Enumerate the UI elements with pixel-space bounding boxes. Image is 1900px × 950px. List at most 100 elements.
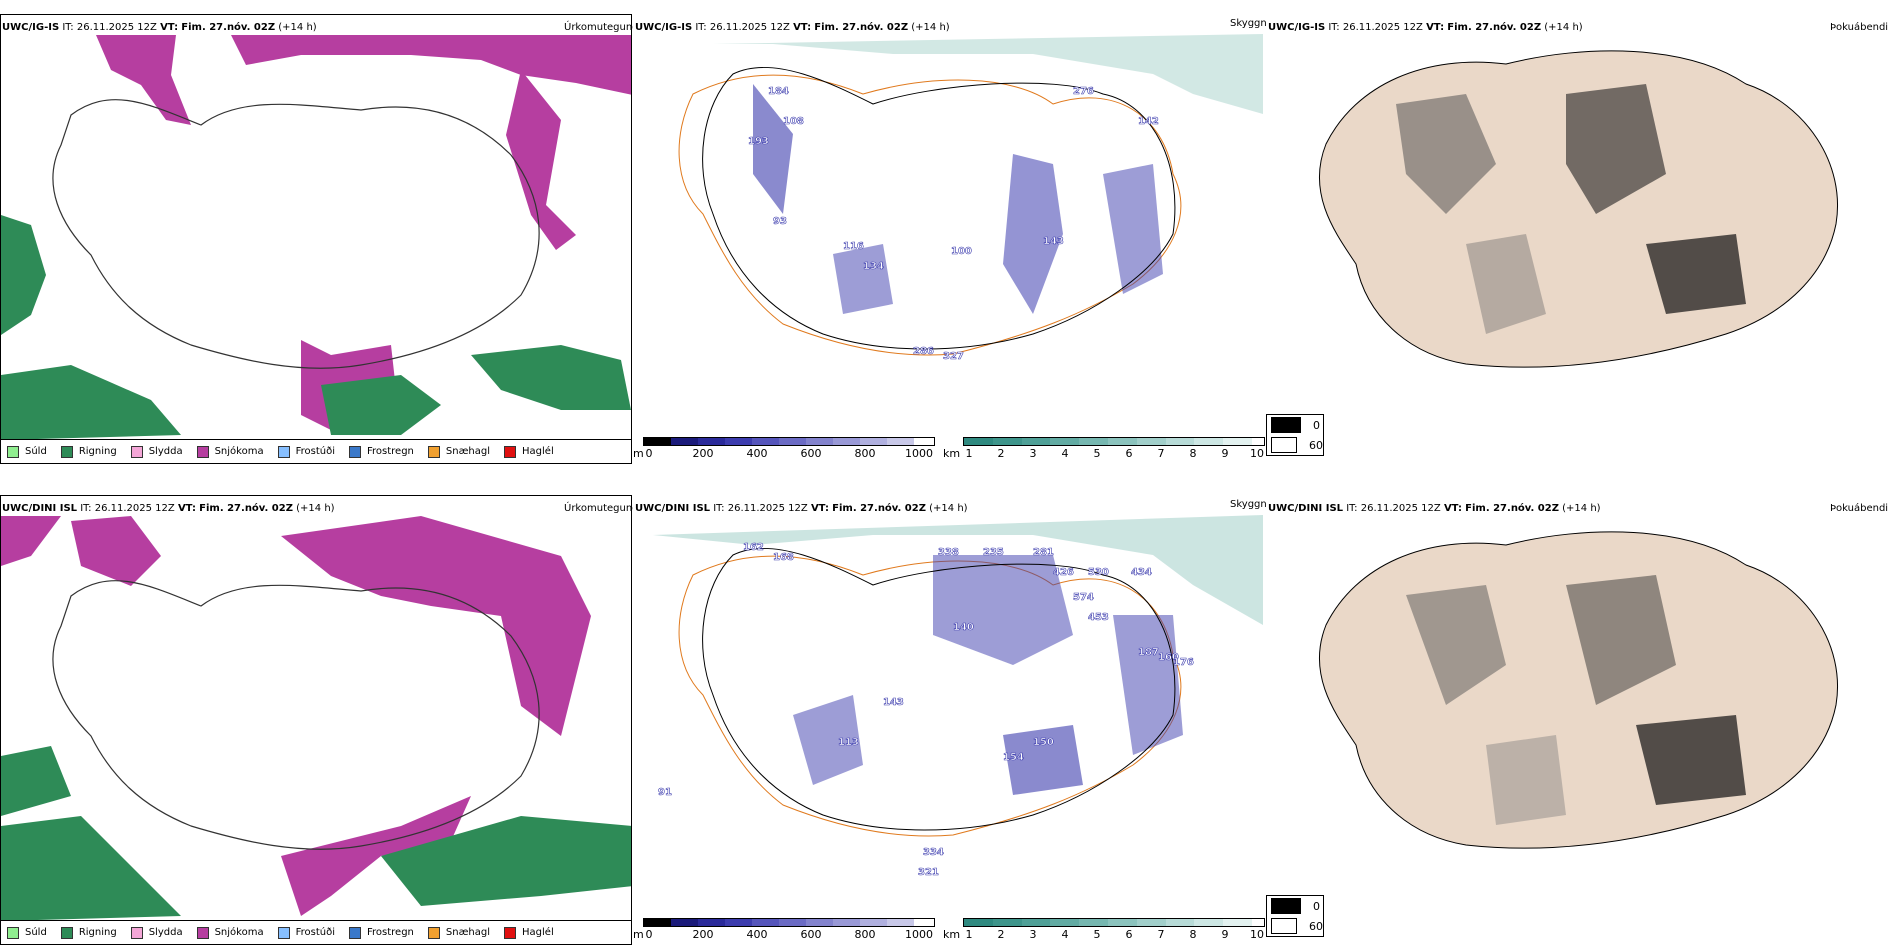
legend-label: Slydda <box>148 446 183 457</box>
colorbar-segment <box>887 919 914 926</box>
legend-item-1: Rigning <box>60 445 117 458</box>
legend-swatch <box>196 926 209 939</box>
visibility-point-label: 434 <box>1131 567 1152 578</box>
colorbar-segment <box>1136 919 1166 926</box>
colorbar-segment <box>1194 438 1224 445</box>
legend-item-7: Haglél <box>504 926 554 939</box>
colorbar-tick: 600 <box>800 447 822 460</box>
colorbar-tick: 7 <box>1157 447 1165 460</box>
colorbar-segment <box>1223 438 1252 445</box>
fog-legend-label: 60 <box>1309 438 1323 452</box>
legend-label: Rigning <box>78 927 117 938</box>
legend-label: Frostregn <box>367 446 414 457</box>
colorbar-tick: 3 <box>1029 447 1037 460</box>
header-top-middle: UWC/IG-IS IT: 26.11.2025 12Z VT: Fim. 27… <box>635 22 950 33</box>
precip-legend-bottom: Súld Rigning Slydda Snjókoma Frostúði Frostre… <box>1 920 631 944</box>
fog-panel-top: 0 60 <box>1266 14 1900 464</box>
visibility-point-label: 276 <box>1073 86 1094 97</box>
fog-title-bottom: Þokuábendi <box>1830 503 1889 514</box>
visibility-point-label: 338 <box>938 547 959 558</box>
colorbar-tick: 2 <box>997 928 1005 941</box>
colorbar-segment <box>964 438 993 445</box>
colorbar-segment <box>671 438 698 445</box>
visibility-point-label: 286 <box>913 346 934 357</box>
colorbar-tick: 400 <box>746 447 768 460</box>
colorbar-segment <box>752 919 779 926</box>
visibility-point-label: 321 <box>918 867 939 878</box>
visibility-point-label: 91 <box>658 787 672 798</box>
precip-map-bottom <box>1 516 631 921</box>
colorbar-segment <box>1050 438 1080 445</box>
visibility-map-top: 184 108 276 142 193 93 116 134 100 327 286 143 <box>678 34 1263 362</box>
colorbar-segment <box>752 438 779 445</box>
visibility-km-colorbar-bottom: km 1 2 3 4 5 6 7 8 9 10 <box>943 918 1265 942</box>
legend-label: Frostúði <box>295 446 335 457</box>
colorbar-tick: 4 <box>1061 447 1069 460</box>
visibility-point-label: 168 <box>773 552 794 563</box>
visibility-panel-bottom: 162 168 338 235 281 426 530 434 574 453 187 160 176 1… <box>633 495 1265 945</box>
fog-legend-bottom: 0 60 <box>1266 895 1324 937</box>
visibility-point-label: 143 <box>883 697 904 708</box>
colorbar-segment <box>1050 919 1080 926</box>
colorbar-tick: 800 <box>854 447 876 460</box>
precip-panel-bottom: Súld Rigning Slydda Snjókoma Frostúði Frostre… <box>0 495 632 945</box>
legend-swatch <box>60 445 73 458</box>
model-name: UWC/IG-IS <box>2 22 60 33</box>
visibility-point-label: 334 <box>923 847 944 858</box>
colorbar-segment <box>833 919 860 926</box>
visibility-point-label: 154 <box>1003 752 1024 763</box>
visibility-point-label: 453 <box>1088 612 1109 623</box>
colorbar-tick: 2 <box>997 447 1005 460</box>
colorbar-tick: 600 <box>800 928 822 941</box>
legend-item-3: Snjókoma <box>196 926 264 939</box>
precip-map-top <box>1 35 631 440</box>
visibility-point-label: 530 <box>1088 567 1109 578</box>
visibility-point-label: 143 <box>1043 236 1064 247</box>
legend-item-3: Snjókoma <box>196 445 264 458</box>
precip-title-top: Úrkomutegund <box>564 22 639 33</box>
fog-map-bottom <box>1318 531 1838 849</box>
legend-swatch <box>7 926 19 939</box>
visibility-title-bottom: Skyggni <box>1230 499 1270 510</box>
precip-title-bottom: Úrkomutegund <box>564 503 639 514</box>
colorbar-segment <box>671 919 698 926</box>
visibility-point-label: 176 <box>1173 657 1194 668</box>
legend-swatch <box>130 445 143 458</box>
visibility-point-label: 150 <box>1033 737 1054 748</box>
colorbar-segment <box>860 438 887 445</box>
legend-label: Snjókoma <box>214 927 264 938</box>
fog-legend-label: 0 <box>1313 899 1320 913</box>
colorbar-segment <box>1165 919 1195 926</box>
colorbar-tick: 400 <box>746 928 768 941</box>
legend-item-6: Snæhagl <box>427 445 490 458</box>
colorbar-tick: 9 <box>1221 447 1229 460</box>
legend-label: Snjókoma <box>214 446 264 457</box>
colorbar-segment <box>992 438 1022 445</box>
legend-label: Súld <box>25 446 47 457</box>
visibility-point-label: 184 <box>768 86 789 97</box>
legend-item-0: Súld <box>7 445 47 458</box>
visibility-title-top: Skyggni <box>1230 18 1270 29</box>
legend-label: Rigning <box>78 446 117 457</box>
legend-swatch <box>277 926 290 939</box>
colorbar-tick: 1 <box>965 447 973 460</box>
legend-swatch <box>196 445 209 458</box>
colorbar-segment <box>1165 438 1195 445</box>
legend-label: Frostregn <box>367 927 414 938</box>
legend-item-0: Súld <box>7 926 47 939</box>
colorbar-tick: 7 <box>1157 928 1165 941</box>
legend-item-1: Rigning <box>60 926 117 939</box>
colorbar-segment <box>779 438 806 445</box>
colorbar-tick: 800 <box>854 928 876 941</box>
colorbar-tick: 200 <box>692 447 714 460</box>
colorbar-tick: 200 <box>692 928 714 941</box>
legend-label: Haglél <box>522 927 554 938</box>
fog-legend-label: 60 <box>1309 919 1323 933</box>
visibility-m-colorbar-bottom: m 0 200 400 600 800 1000 <box>633 918 935 942</box>
colorbar-tick: 0 <box>645 928 653 941</box>
colorbar-tick: 8 <box>1189 928 1197 941</box>
fog-legend-item-0: 0 <box>1267 415 1323 435</box>
precip-panel-top: Súld Rigning Slydda Snjókoma Frostúði Frostre… <box>0 14 632 464</box>
colorbar-tick: 1 <box>965 928 973 941</box>
